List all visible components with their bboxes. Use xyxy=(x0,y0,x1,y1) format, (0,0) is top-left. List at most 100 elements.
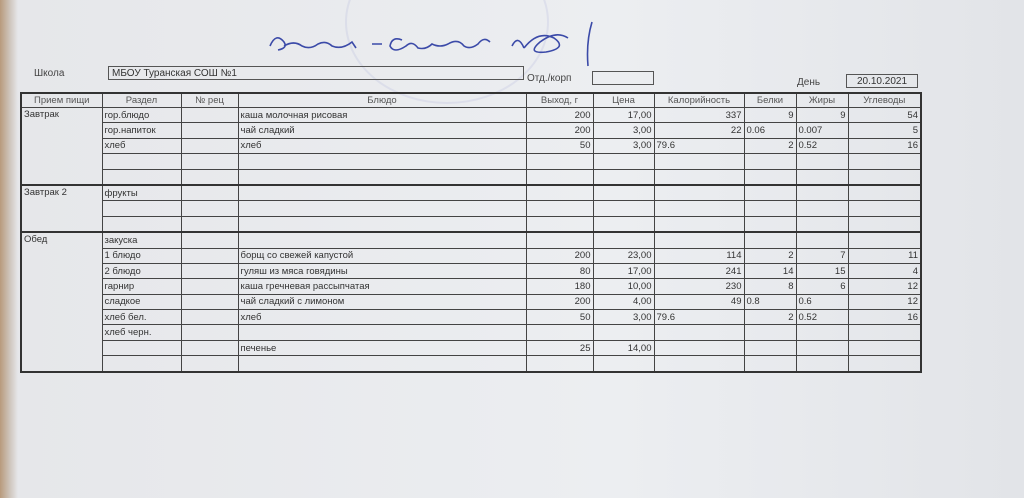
table-cell xyxy=(795,324,849,341)
table-cell: 79.6 xyxy=(653,137,745,155)
table-cell: 0.52 xyxy=(795,309,849,326)
column-header: Цена xyxy=(592,92,655,108)
table-cell xyxy=(795,200,849,217)
table-cell: печенье xyxy=(237,339,527,357)
table-row: гор.напиток чай сладкий 200 3,00 22 0.06 0.007… xyxy=(21,122,922,139)
table-cell xyxy=(592,200,655,217)
table-cell: каша гречневая рассыпчатая xyxy=(237,278,527,295)
table-cell: гор.блюдо xyxy=(101,106,182,124)
table-row: 1 блюдо борщ со свежей капустой 200 23,00 11… xyxy=(21,247,922,264)
table-cell: 2 блюдо xyxy=(101,262,182,280)
menu-table: Прием пищи Раздел № рец Блюдо Выход, г Цена Ка… xyxy=(20,92,922,373)
column-header: № рец xyxy=(180,92,239,108)
day-label: День xyxy=(797,77,821,88)
table-cell xyxy=(743,153,797,170)
column-header: Блюдо xyxy=(237,92,527,108)
column-header: Калорийность xyxy=(653,92,745,108)
table-cell: 200 xyxy=(525,122,594,139)
table-cell xyxy=(180,355,239,373)
table-cell xyxy=(180,183,239,202)
table-cell: 14,00 xyxy=(592,339,655,357)
table-cell xyxy=(653,153,745,170)
column-header: Белки xyxy=(743,92,797,108)
table-cell xyxy=(180,278,239,295)
table-row xyxy=(21,200,922,217)
table-cell xyxy=(592,183,655,202)
table-cell: гуляш из мяса говядины xyxy=(237,262,527,280)
table-cell: 6 xyxy=(795,278,849,295)
table-cell xyxy=(795,231,849,249)
table-cell xyxy=(847,168,922,186)
table-cell xyxy=(795,339,849,357)
table-cell xyxy=(592,324,655,341)
table-cell xyxy=(847,153,922,170)
table-cell xyxy=(180,200,239,217)
table-row: хлеб черн. xyxy=(21,324,922,341)
table-cell xyxy=(525,168,594,186)
table-cell: 80 xyxy=(525,262,594,280)
table-cell xyxy=(237,183,527,202)
dept-field xyxy=(592,71,654,85)
table-cell: 79.6 xyxy=(653,309,745,326)
table-cell xyxy=(525,324,594,341)
table-cell xyxy=(101,168,182,186)
table-cell: 10,00 xyxy=(592,278,655,295)
table-cell: борщ со свежей капустой xyxy=(237,247,527,264)
table-cell: 8 xyxy=(743,278,797,295)
table-cell xyxy=(795,355,849,373)
table-cell: 9 xyxy=(795,106,849,124)
table-cell: 241 xyxy=(653,262,745,280)
table-cell: чай сладкий xyxy=(237,122,527,139)
table-cell: 0.007 xyxy=(795,122,849,139)
table-cell: 200 xyxy=(525,247,594,264)
table-cell: 23,00 xyxy=(592,247,655,264)
table-cell xyxy=(101,215,182,233)
table-cell: 4 xyxy=(847,262,922,280)
table-cell xyxy=(180,339,239,357)
table-cell: гарнир xyxy=(101,278,182,295)
meal-cell: Обед xyxy=(20,231,103,373)
table-cell xyxy=(237,231,527,249)
table-cell xyxy=(237,200,527,217)
dept-label: Отд./корп xyxy=(527,73,572,84)
school-field: МБОУ Туранская СОШ №1 xyxy=(108,66,524,80)
meal-cell: Завтрак 2 xyxy=(20,183,103,233)
table-cell xyxy=(525,183,594,202)
table-cell: 50 xyxy=(525,309,594,326)
table-cell: 2 xyxy=(743,247,797,264)
table-cell: 114 xyxy=(653,247,745,264)
table-cell xyxy=(180,122,239,139)
table-cell: фрукты xyxy=(101,183,182,202)
table-cell xyxy=(743,215,797,233)
table-cell xyxy=(525,200,594,217)
table-cell: 11 xyxy=(847,247,922,264)
column-header: Выход, г xyxy=(525,92,594,108)
table-cell xyxy=(653,200,745,217)
table-cell: 3,00 xyxy=(592,309,655,326)
table-cell: 337 xyxy=(653,106,745,124)
table-cell: 230 xyxy=(653,278,745,295)
table-cell xyxy=(180,309,239,326)
table-cell: сладкое xyxy=(101,293,182,311)
table-cell: 4,00 xyxy=(592,293,655,311)
school-label: Школа xyxy=(34,68,65,79)
table-cell xyxy=(743,200,797,217)
table-cell: 200 xyxy=(525,106,594,124)
table-cell xyxy=(101,355,182,373)
column-header: Углеводы xyxy=(847,92,922,108)
table-cell: 0.8 xyxy=(743,293,797,311)
table-cell: 15 xyxy=(795,262,849,280)
table-cell xyxy=(795,215,849,233)
table-cell: 14 xyxy=(743,262,797,280)
table-cell xyxy=(653,215,745,233)
table-cell xyxy=(743,168,797,186)
table-cell xyxy=(847,339,922,357)
table-cell xyxy=(180,324,239,341)
table-row: печенье 25 14,00 xyxy=(21,339,922,357)
table-cell: закуска xyxy=(101,231,182,249)
table-cell: каша молочная рисовая xyxy=(237,106,527,124)
table-row xyxy=(21,215,922,233)
table-cell xyxy=(743,183,797,202)
table-cell: 180 xyxy=(525,278,594,295)
table-cell xyxy=(653,355,745,373)
